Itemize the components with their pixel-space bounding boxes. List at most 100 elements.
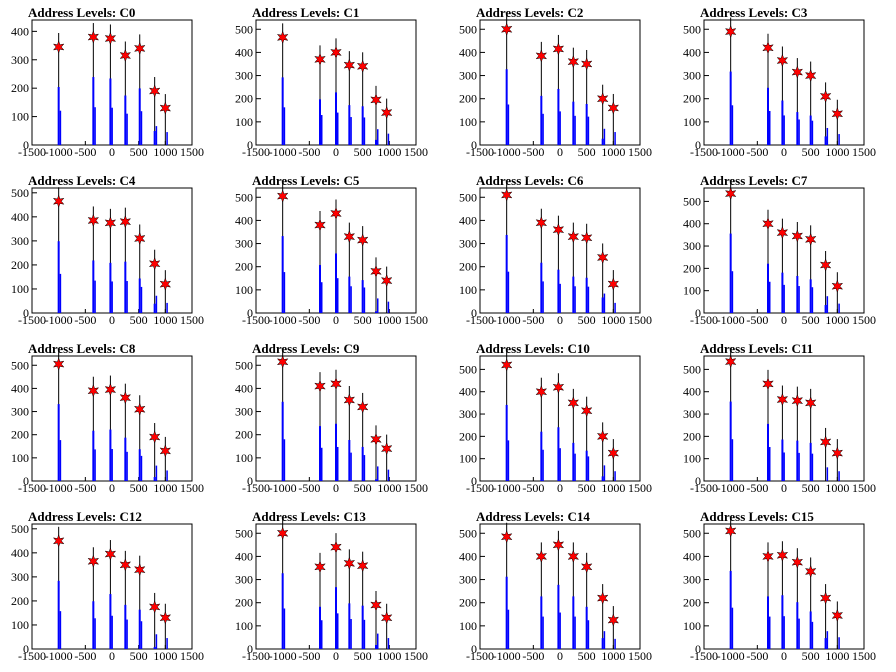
histogram-bar <box>505 234 508 313</box>
peak-marker <box>580 560 593 574</box>
y-tick-label: 400 <box>235 549 253 563</box>
x-tick-label: 1000 <box>153 145 177 159</box>
histogram-bar <box>587 286 590 313</box>
y-tick-label: 200 <box>235 260 253 274</box>
histogram-bar <box>557 584 560 649</box>
peak-marker <box>343 556 356 571</box>
histogram-bar <box>559 283 561 313</box>
histogram-bar <box>94 618 96 649</box>
chart-panel: -1500 -1000 -500 0 500 1000 1500 0 100 200 300 400 5… <box>672 168 896 336</box>
peak-marker <box>330 45 342 60</box>
peak-marker <box>724 354 737 369</box>
y-tick-label: 100 <box>683 452 701 466</box>
x-tick-label: -1000 <box>493 481 521 495</box>
y-tick-label: 400 <box>11 24 29 38</box>
y-tick-label: 0 <box>23 306 29 320</box>
chart-panel: -1500 -1000 -500 0 500 1000 1500 0 100 200 300 400 5… <box>224 0 448 168</box>
peak-marker <box>580 57 593 71</box>
x-tick-label: -500 <box>298 313 320 327</box>
peak-marker <box>314 379 326 393</box>
histogram-bar <box>57 241 60 313</box>
y-tick-label: 0 <box>695 306 701 320</box>
histogram-bar <box>574 115 576 145</box>
peak-marker <box>831 446 844 460</box>
peak-marker <box>356 558 369 573</box>
histogram-bar <box>138 609 141 649</box>
histogram-bar <box>507 104 510 145</box>
x-tick-label: -500 <box>74 313 96 327</box>
histogram-bar <box>321 282 323 313</box>
x-tick-label: 1500 <box>852 649 876 663</box>
x-tick-label: -1500 <box>466 145 494 159</box>
x-tick-label: -500 <box>746 481 768 495</box>
peak-marker <box>500 529 513 544</box>
histogram-bar <box>542 449 544 481</box>
peak-marker <box>330 540 342 554</box>
histogram-bar <box>767 596 769 649</box>
peak-marker <box>148 84 161 98</box>
x-tick-label: 1000 <box>377 145 401 159</box>
histogram-bar <box>798 286 800 313</box>
chart-svg: -1500-1000 -500 0 500 1000 1500 0 100 200 300 400 <box>11 19 204 159</box>
peak-marker <box>87 30 100 44</box>
chart-title: Address Levels: C6 <box>476 173 584 188</box>
histogram-bar <box>166 470 168 481</box>
x-tick-label: -1500 <box>690 649 718 663</box>
peak-marker <box>87 383 100 398</box>
y-tick-label: 300 <box>235 405 253 419</box>
x-tick-label: -1500 <box>242 649 270 663</box>
x-tick-label: 1500 <box>180 313 204 327</box>
histogram-bar <box>153 646 156 649</box>
histogram-bar <box>109 429 112 481</box>
x-tick-label: 1000 <box>153 649 177 663</box>
chart-panel: -1500 -1000 -500 0 500 1000 1500 0 100 200 300 400 5… <box>448 0 672 168</box>
y-tick-label: 300 <box>235 573 253 587</box>
histogram-bar <box>109 594 112 649</box>
chart-title: Address Levels: C14 <box>476 509 590 524</box>
chart-title: Address Levels: C3 <box>700 5 808 20</box>
histogram-bar <box>375 479 377 481</box>
peak-marker <box>724 24 737 39</box>
histogram-bar <box>387 638 390 649</box>
peak-marker <box>596 429 609 444</box>
histogram-bar <box>337 112 339 145</box>
histogram-bar <box>585 606 588 649</box>
x-tick-label: 1000 <box>377 313 401 327</box>
x-tick-label: -500 <box>522 649 544 663</box>
peak-marker <box>535 49 548 63</box>
x-tick-label: 1500 <box>404 481 428 495</box>
chart-svg: -1500-1000 -500 0 500 1000 1500 0 100 200 300 400 5… <box>235 347 428 495</box>
chart-title: Address Levels: C4 <box>28 173 136 188</box>
chart-panel: -1500 -1000 -500 0 500 1000 1500 0 100 200 300 400 5… <box>672 0 896 168</box>
y-tick-label: 100 <box>459 452 477 466</box>
histogram-bar <box>153 477 156 481</box>
peak-marker <box>52 357 65 371</box>
y-tick-label: 200 <box>11 81 29 95</box>
peak-marker <box>804 68 817 83</box>
x-tick-label: 1000 <box>601 145 625 159</box>
peak-marker <box>104 382 117 397</box>
x-tick-label: 1000 <box>601 313 625 327</box>
histogram-bar <box>587 116 590 145</box>
peak-marker <box>330 206 342 221</box>
peak-marker <box>831 106 844 121</box>
y-tick-label: 100 <box>11 282 29 296</box>
y-tick-label: 100 <box>459 115 477 129</box>
y-tick-label: 200 <box>683 596 701 610</box>
histogram-bar <box>377 129 379 145</box>
histogram-bar <box>361 446 364 481</box>
peak-marker <box>552 538 565 552</box>
peak-marker <box>370 432 382 447</box>
histogram-bar <box>614 471 616 481</box>
histogram-bar <box>363 455 366 481</box>
chart-svg: -1500-1000 -500 0 500 1000 1500 0 100 200 300 400 5… <box>459 522 652 663</box>
peak-marker <box>159 444 172 458</box>
histogram-bar <box>540 262 543 313</box>
y-tick-label: 200 <box>11 428 29 442</box>
peak-marker <box>133 231 146 246</box>
peak-marker <box>762 549 774 564</box>
histogram-bar <box>838 134 840 145</box>
chart-panel: -1500 -1000 -500 0 500 1000 1500 0 100 200 300 400 5… <box>224 168 448 336</box>
histogram-bar <box>838 303 840 313</box>
chart-title: Address Levels: C2 <box>476 5 584 20</box>
